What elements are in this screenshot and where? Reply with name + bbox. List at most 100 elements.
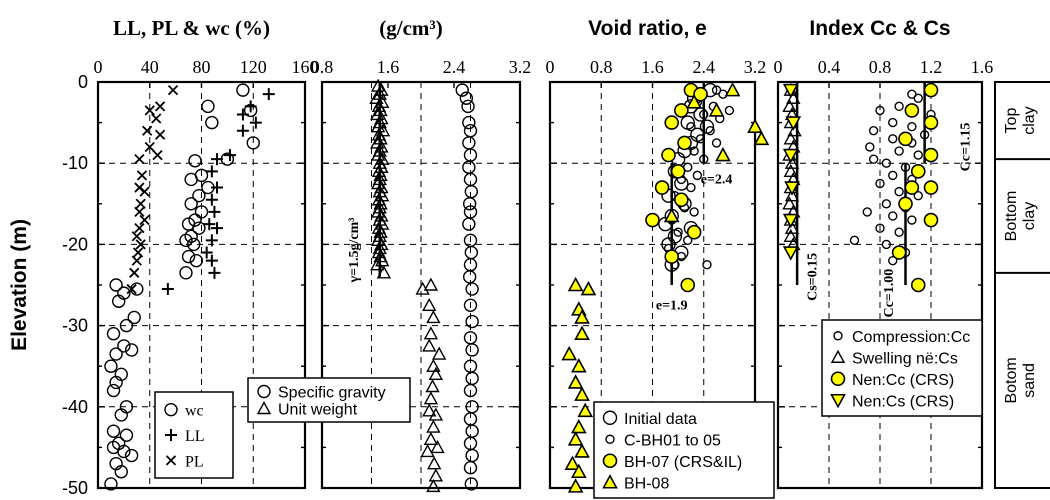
data-point [375, 253, 390, 267]
data-point [645, 212, 660, 228]
data-point [119, 318, 134, 333]
data-point [674, 103, 689, 118]
data-point [907, 89, 917, 99]
x-tick-label: 1.6 [641, 57, 664, 77]
legend-label: Nen:Cs (CRS) [852, 393, 954, 410]
data-point [888, 117, 898, 128]
data-point [426, 419, 441, 433]
data-point [786, 90, 801, 104]
legend-label: C-BH01 to 05 [624, 432, 721, 449]
data-point [455, 83, 469, 97]
panel-title-void-ratio: Void ratio, e [588, 17, 707, 40]
data-point [422, 403, 437, 417]
y-tick-label: -30 [62, 316, 88, 336]
data-point [715, 146, 731, 162]
data-point [244, 100, 257, 113]
data-point [376, 265, 392, 279]
annotation: Cc=1.00 [882, 269, 897, 318]
data-point [462, 136, 476, 150]
data-point [782, 196, 797, 210]
data-point [135, 198, 146, 209]
data-point [674, 192, 689, 208]
data-point [923, 147, 939, 163]
data-point [423, 431, 439, 445]
data-point [415, 281, 430, 295]
data-point [782, 148, 799, 164]
data-point [574, 325, 590, 341]
x-tick-label: 3.2 [744, 57, 767, 77]
data-point [211, 153, 224, 166]
data-point [919, 130, 930, 140]
legend-label: BH-07 (CRS&IL) [624, 454, 742, 471]
data-point [211, 181, 224, 194]
data-point [907, 215, 917, 225]
data-point [208, 205, 221, 218]
data-point [910, 277, 926, 293]
data-point [561, 345, 578, 361]
data-point [907, 121, 917, 132]
data-point [747, 118, 763, 133]
data-point [165, 429, 177, 441]
data-point [211, 222, 224, 235]
data-point [661, 147, 676, 163]
data-point [462, 270, 477, 284]
data-point [862, 207, 872, 217]
data-point [875, 105, 885, 116]
data-point [686, 182, 696, 193]
data-point [782, 98, 797, 113]
data-point [164, 402, 178, 417]
data-point [426, 358, 441, 372]
data-point [654, 180, 670, 195]
data-point [124, 343, 139, 357]
data-point [670, 164, 686, 179]
data-point [875, 223, 885, 233]
data-point [708, 102, 725, 117]
legend-label: PL [185, 453, 204, 470]
data-point [881, 158, 892, 168]
data-point [205, 165, 218, 178]
data-point [564, 455, 581, 470]
legend-label: Swelling në:Cs [852, 350, 958, 367]
legend-label: Specific gravity [278, 385, 386, 402]
data-point [154, 129, 166, 140]
data-point [132, 247, 144, 258]
x-tick-label: 0 [94, 57, 103, 77]
data-point [782, 83, 799, 99]
data-point [135, 239, 146, 250]
x-tick-label: 2.4 [693, 57, 716, 77]
legend-label: Compression:Cc [852, 329, 970, 346]
data-point [783, 163, 798, 178]
x-tick-label: 1.2 [920, 57, 943, 77]
data-point [188, 154, 202, 168]
x-tick-label: 0.8 [590, 57, 613, 77]
data-point [144, 105, 155, 116]
data-point [894, 146, 904, 156]
x-tick-label: 0.8 [311, 57, 334, 77]
data-point [888, 134, 898, 144]
data-point [580, 280, 597, 296]
data-point [898, 196, 913, 212]
data-point [705, 126, 715, 136]
data-point [894, 101, 904, 112]
data-point [114, 465, 128, 479]
x-tick-label: 1.6 [377, 57, 400, 77]
data-point [567, 276, 584, 292]
data-point [109, 278, 123, 292]
data-point [142, 125, 153, 136]
data-point [151, 113, 162, 124]
data-point [664, 115, 680, 130]
x-tick-label: 40 [141, 57, 159, 77]
data-point [868, 154, 879, 164]
panel-title-index: Index Cc & Cs [809, 17, 950, 40]
data-point [602, 474, 618, 489]
x-tick-label: 3.2 [509, 57, 532, 77]
data-point [431, 346, 447, 360]
data-point [570, 463, 587, 479]
legend-label: Unit weight [278, 402, 358, 419]
data-point [464, 477, 479, 491]
data-point [699, 154, 709, 164]
data-point [465, 424, 479, 438]
data-point [833, 331, 843, 341]
panel-title-density: (g/cm³) [379, 16, 442, 40]
